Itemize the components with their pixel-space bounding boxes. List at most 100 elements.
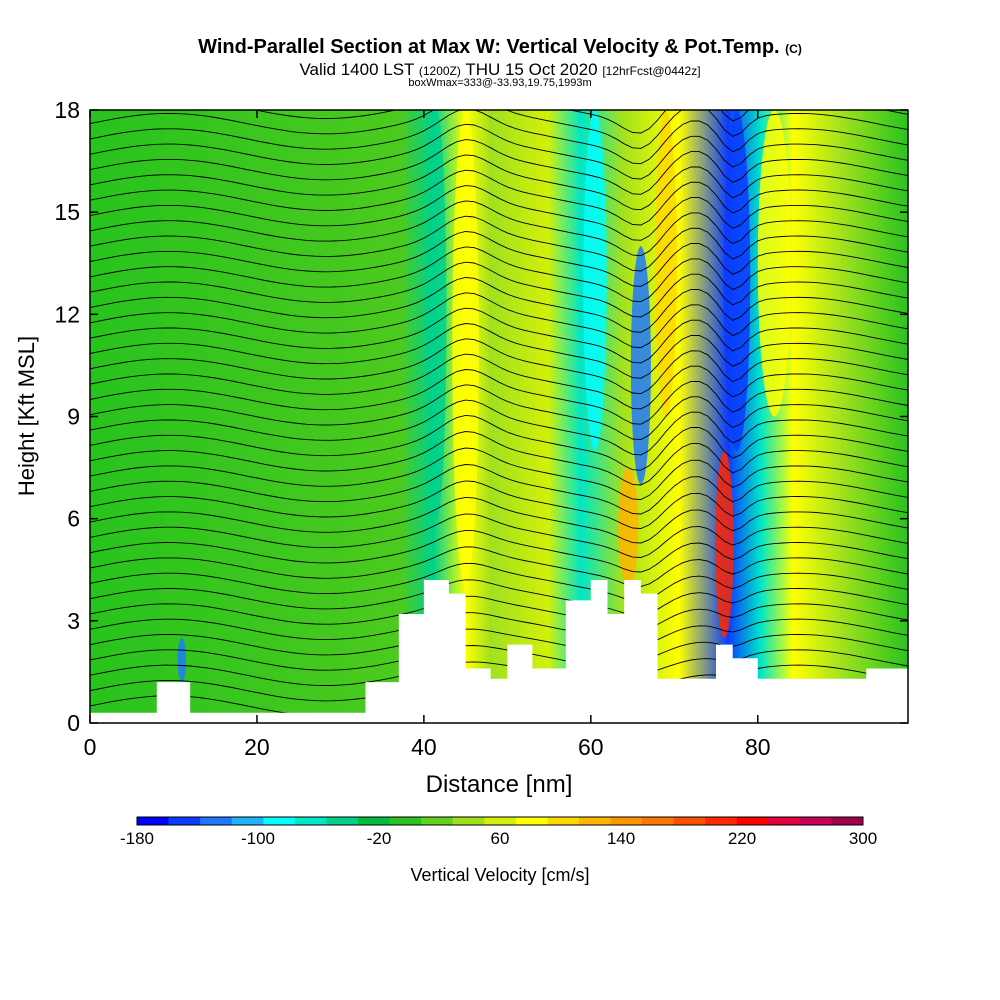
colorbar-swatch [768, 817, 801, 825]
isentrope-line-23 [90, 323, 908, 379]
colorbar-swatch [673, 817, 706, 825]
isentrope-line-7 [90, 579, 908, 616]
chart-subtitle: Valid 1400 LST (1200Z) THU 15 Oct 2020 [… [0, 60, 1000, 80]
colorbar-swatch [168, 817, 201, 825]
velocity-feature-3 [618, 467, 639, 587]
velocity-feature-4 [630, 246, 651, 485]
isentrope-line-37 [90, 110, 908, 165]
x-tick-label: 0 [84, 734, 97, 760]
isentrope-line-5 [90, 612, 908, 646]
isentrope-line-29 [90, 231, 908, 287]
copyright-mark: (C) [785, 42, 802, 56]
velocity-feature-8 [757, 110, 792, 417]
x-tick-label: 20 [244, 734, 270, 760]
isentrope-line-18 [90, 399, 908, 456]
y-tick-label: 0 [67, 710, 80, 736]
colorbar-tick-label: 140 [607, 829, 635, 848]
colorbar-swatch [642, 817, 675, 825]
colorbar-label: Vertical Velocity [cm/s] [410, 865, 589, 885]
isentrope-line-26 [90, 277, 908, 333]
x-tick-label: 80 [745, 734, 771, 760]
velocity-feature-0 [452, 110, 479, 587]
colorbar-tick-label: -20 [367, 829, 392, 848]
x-tick-label: 40 [411, 734, 437, 760]
x-tick-label: 60 [578, 734, 604, 760]
axes: 0 20 40 60 80 0 3 6 9 12 15 18 [54, 97, 909, 760]
colorbar-tick-label: 60 [491, 829, 510, 848]
y-tick-label: 12 [54, 301, 80, 327]
isentrope-line-33 [90, 169, 908, 226]
velocity-feature-9 [177, 637, 186, 683]
isentrope-line-8 [90, 562, 908, 602]
y-tick-label: 3 [67, 608, 80, 634]
colorbar-swatch [484, 817, 517, 825]
chart-subtitle-box: boxWmax=333@-33.93,19.75,1993m [408, 77, 592, 89]
colorbar-swatch [231, 817, 264, 825]
isentrope-line-31 [90, 200, 908, 257]
colorbar-swatch [263, 817, 296, 825]
valid-date: THU 15 Oct 2020 [465, 60, 598, 79]
isentrope-line-17 [90, 414, 908, 471]
chart-title: Wind-Parallel Section at Max W: Vertical… [198, 36, 802, 58]
isentrope-line-19 [90, 384, 908, 440]
colorbar-swatch [200, 817, 233, 825]
colorbar-swatch [294, 817, 327, 825]
isentrope-line-11 [90, 513, 908, 558]
colorbar-tick-label: -180 [120, 829, 154, 848]
y-tick-label: 6 [67, 506, 80, 532]
valid-time: Valid 1400 LST [299, 60, 415, 79]
valid-zulu: (1200Z) [418, 64, 461, 78]
colorbar-swatch [831, 817, 864, 825]
colorbar-swatch [547, 817, 580, 825]
forecast-info: [12hrFcst@0442z] [602, 64, 701, 78]
isentrope-line-6 [90, 595, 908, 631]
colorbar: -180 -100 -20 60 140 220 300 [120, 816, 877, 848]
x-axis-label: Distance [nm] [426, 771, 573, 798]
velocity-feature-7 [715, 450, 734, 638]
isentrope-line-28 [90, 246, 908, 303]
isentrope-line-16 [90, 431, 908, 486]
isentrope-line-2 [90, 661, 908, 689]
colorbar-swatch [610, 817, 643, 825]
isentrope-line-20 [90, 369, 908, 425]
colorbar-tick-label: 300 [849, 829, 877, 848]
colorbar-swatch [357, 817, 391, 825]
colorbar-swatch [705, 817, 738, 825]
plot-area [90, 110, 908, 723]
isentrope-line-32 [90, 185, 908, 241]
isentrope-line-36 [90, 123, 908, 180]
isentrope-line-13 [90, 480, 908, 529]
colorbar-swatch [515, 817, 548, 825]
colorbar-swatch [578, 817, 611, 825]
y-tick-label: 9 [67, 404, 80, 430]
colorbar-tick-label: 220 [728, 829, 756, 848]
isentrope-line-14 [90, 464, 908, 515]
isentrope-line-25 [90, 292, 908, 349]
colorbar-swatch [452, 817, 485, 825]
colorbar-swatch [736, 817, 769, 825]
colorbar-swatch [799, 817, 832, 825]
terrain-mask [90, 579, 908, 723]
isentrope-line-38 [90, 110, 908, 149]
colorbar-frame [136, 816, 864, 826]
isentrope-line-24 [90, 307, 908, 364]
isentrope-line-10 [90, 529, 908, 573]
isentrope-line-22 [90, 338, 908, 395]
isentrope-line-15 [90, 447, 908, 500]
isentrope-line-12 [90, 496, 908, 544]
isentrope-line-3 [90, 645, 908, 675]
colorbar-swatch [421, 817, 454, 825]
isentrope-line-27 [90, 261, 908, 318]
isentrope-line-34 [90, 154, 908, 211]
isentrope-line-9 [90, 546, 908, 587]
velocity-feature-2 [583, 110, 607, 451]
isentrope-line-4 [90, 628, 908, 660]
isentrope-line-35 [90, 139, 908, 195]
y-axis-label: Height [Kft MSL] [14, 336, 39, 496]
colorbar-swatch [137, 817, 170, 825]
colorbar-tick-label: -100 [241, 829, 275, 848]
colorbar-swatch [389, 817, 422, 825]
y-tick-label: 18 [54, 97, 80, 123]
isentrope-line-30 [90, 215, 908, 272]
